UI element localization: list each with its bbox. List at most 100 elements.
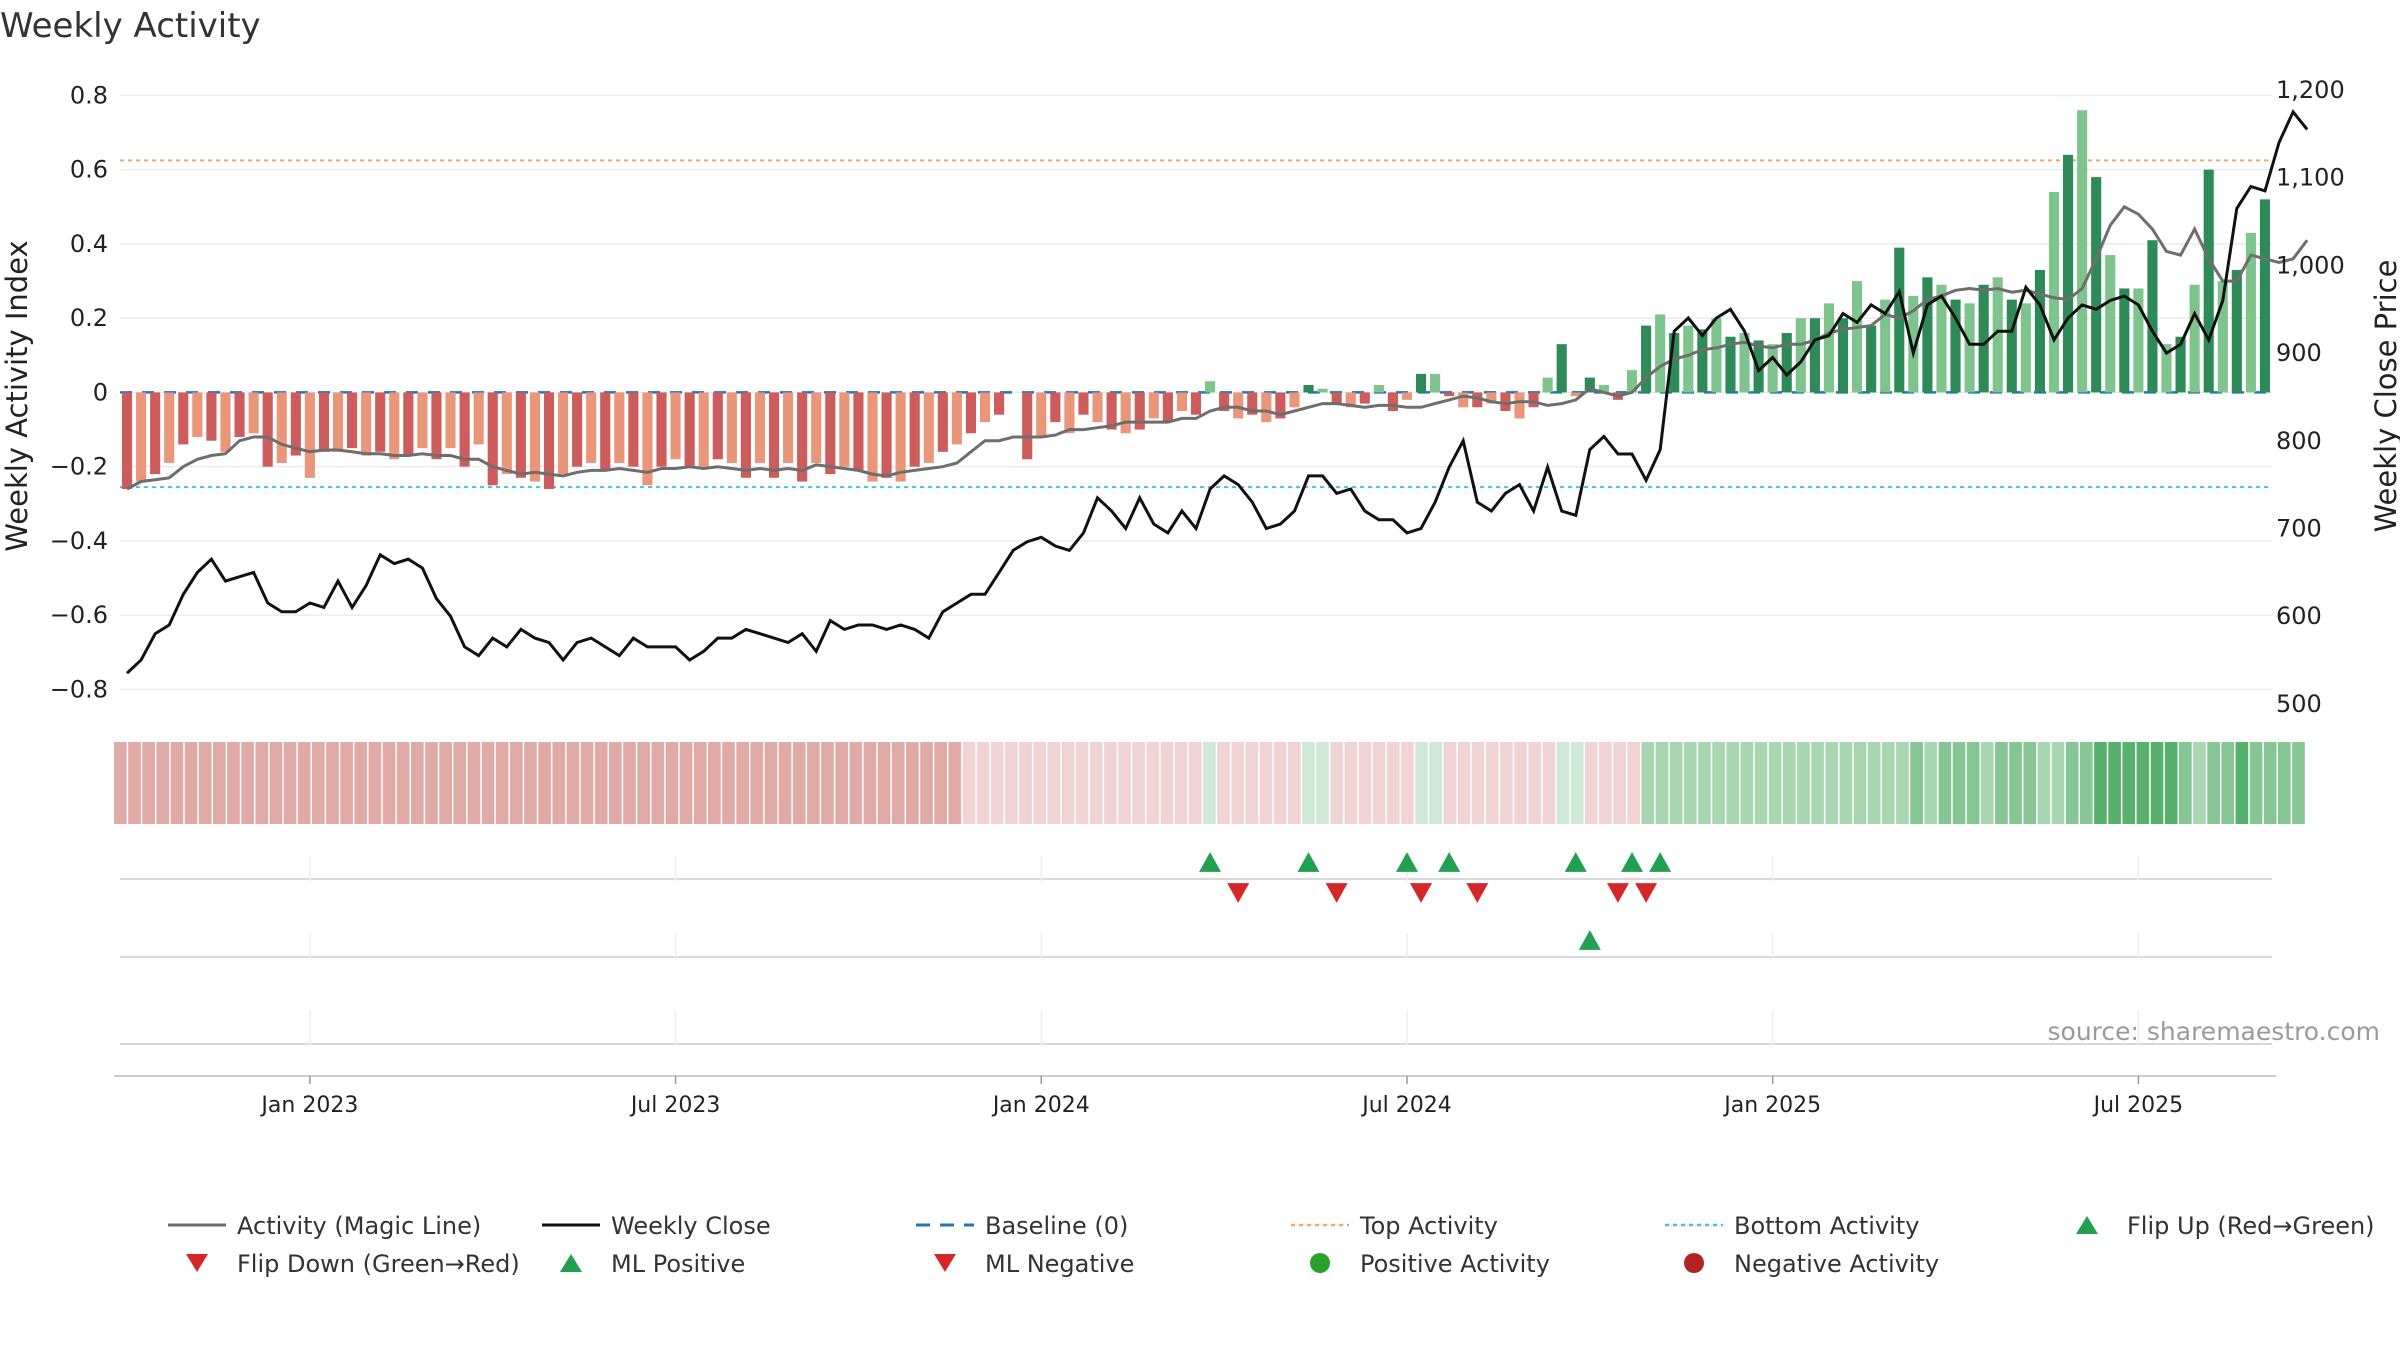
band-cell	[1924, 742, 1938, 824]
band-cell	[241, 742, 254, 824]
y-right-tick-label: 500	[2276, 690, 2322, 718]
activity-bar	[1669, 333, 1680, 393]
activity-bar	[1936, 284, 1947, 393]
band-cell	[1995, 742, 2008, 824]
series-lines	[125, 109, 2309, 675]
band-cell	[1401, 742, 1414, 824]
band-cell	[1273, 742, 1287, 824]
activity-bar	[1500, 392, 1511, 411]
activity-bar	[1992, 277, 2003, 393]
activity-bar	[206, 392, 217, 441]
band-cell	[736, 742, 749, 824]
y-left-axis-title: Weekly Activity Index	[0, 240, 34, 551]
flip-up-marker	[1564, 852, 1587, 872]
activity-bar	[1261, 392, 1272, 423]
band-cell	[425, 742, 438, 824]
legend: Activity (Magic Line) Weekly Close Baselin…	[168, 1212, 2375, 1278]
legend-label: ML Positive	[611, 1250, 745, 1278]
activity-bar	[1880, 299, 1891, 393]
activity-bar	[1626, 370, 1638, 393]
activity-bar	[1148, 392, 1159, 419]
band-cell	[1754, 742, 1768, 824]
activity-bar	[332, 392, 344, 452]
band-cell	[934, 742, 947, 824]
activity-bar	[783, 392, 794, 463]
weekly-close-series	[125, 109, 2309, 675]
band-cell	[1457, 742, 1471, 824]
activity-bar	[347, 392, 358, 449]
activity-bar	[2161, 344, 2172, 393]
activity-bar	[1064, 392, 1075, 434]
activity-bar	[1162, 392, 1173, 423]
legend-swatch	[934, 1254, 956, 1272]
band-cell	[1627, 742, 1641, 824]
activity-bar	[2147, 240, 2158, 393]
x-tick-label: Jul 2025	[2092, 1093, 2184, 1118]
activity-bar	[1809, 318, 1820, 393]
band-cell	[778, 742, 792, 824]
activity-bar	[1697, 329, 1708, 393]
band-cell	[1061, 742, 1075, 824]
band-cell	[2278, 742, 2291, 824]
activity-bar	[1205, 381, 1216, 393]
activity-bar	[614, 392, 625, 463]
band-cell	[1344, 742, 1358, 824]
band-cell	[1938, 742, 1952, 824]
activity-bar	[1275, 392, 1286, 419]
legend-label: Flip Up (Red→Green)	[2127, 1212, 2375, 1240]
activity-bar	[1598, 385, 1609, 393]
band-cell	[538, 742, 551, 824]
activity-bar	[1795, 318, 1806, 393]
band-cell	[1825, 742, 1839, 824]
activity-bar	[2231, 269, 2242, 393]
activity-bar	[572, 392, 583, 467]
band-cell	[2221, 742, 2235, 824]
activity-bar	[417, 392, 428, 449]
band-cell	[1188, 742, 1202, 824]
activity-bar	[1767, 344, 1778, 393]
activity-bar	[2006, 299, 2017, 393]
band-cell	[453, 742, 467, 824]
band-cell	[1104, 742, 1117, 824]
activity-bar	[473, 392, 484, 445]
activity-bar	[1472, 392, 1483, 408]
activity-bar	[2245, 232, 2256, 393]
legend-label: Bottom Activity	[1734, 1212, 1919, 1240]
activity-bar	[1120, 392, 1131, 434]
source-label: source: sharemaestro.com	[2048, 1017, 2381, 1046]
activity-bar	[1837, 318, 1849, 393]
y-right-axis-title: Weekly Close Price	[2369, 260, 2400, 533]
activity-bar	[881, 392, 892, 478]
band-cell	[510, 742, 523, 824]
band-cell	[1584, 742, 1598, 824]
activity-bar	[867, 392, 878, 482]
legend-label: Baseline (0)	[985, 1212, 1128, 1240]
activity-bar	[1289, 392, 1300, 408]
legend-label: Weekly Close	[611, 1212, 771, 1240]
band-cell	[2122, 742, 2136, 824]
activity-bar	[1345, 392, 1356, 408]
band-cell	[1726, 742, 1740, 824]
band-cell	[2193, 742, 2206, 824]
band-cell	[1570, 742, 1584, 824]
band-cell	[382, 742, 396, 824]
activity-bar	[853, 392, 864, 471]
activity-bar	[529, 392, 540, 482]
activity-bar	[1219, 392, 1230, 411]
legend-swatch	[1684, 1253, 1704, 1273]
band-cell	[764, 742, 778, 824]
band-cell	[283, 742, 297, 824]
band-cell	[1471, 742, 1485, 824]
activity-bar	[150, 392, 161, 475]
y-left-ticks: 0.8 0.6 0.4 0.2 0 −0.2 −0.4 −0.6 −0.8	[50, 81, 108, 703]
band-cell	[552, 742, 566, 824]
band-cell	[2136, 742, 2150, 824]
activity-bar	[839, 392, 850, 467]
activity-bar	[1106, 392, 1117, 430]
band-cell	[891, 742, 905, 824]
activity-bar	[2259, 199, 2271, 393]
band-cell	[269, 742, 283, 824]
band-cell	[1712, 742, 1725, 824]
activity-bar	[1711, 318, 1722, 393]
band-cell	[2065, 742, 2079, 824]
